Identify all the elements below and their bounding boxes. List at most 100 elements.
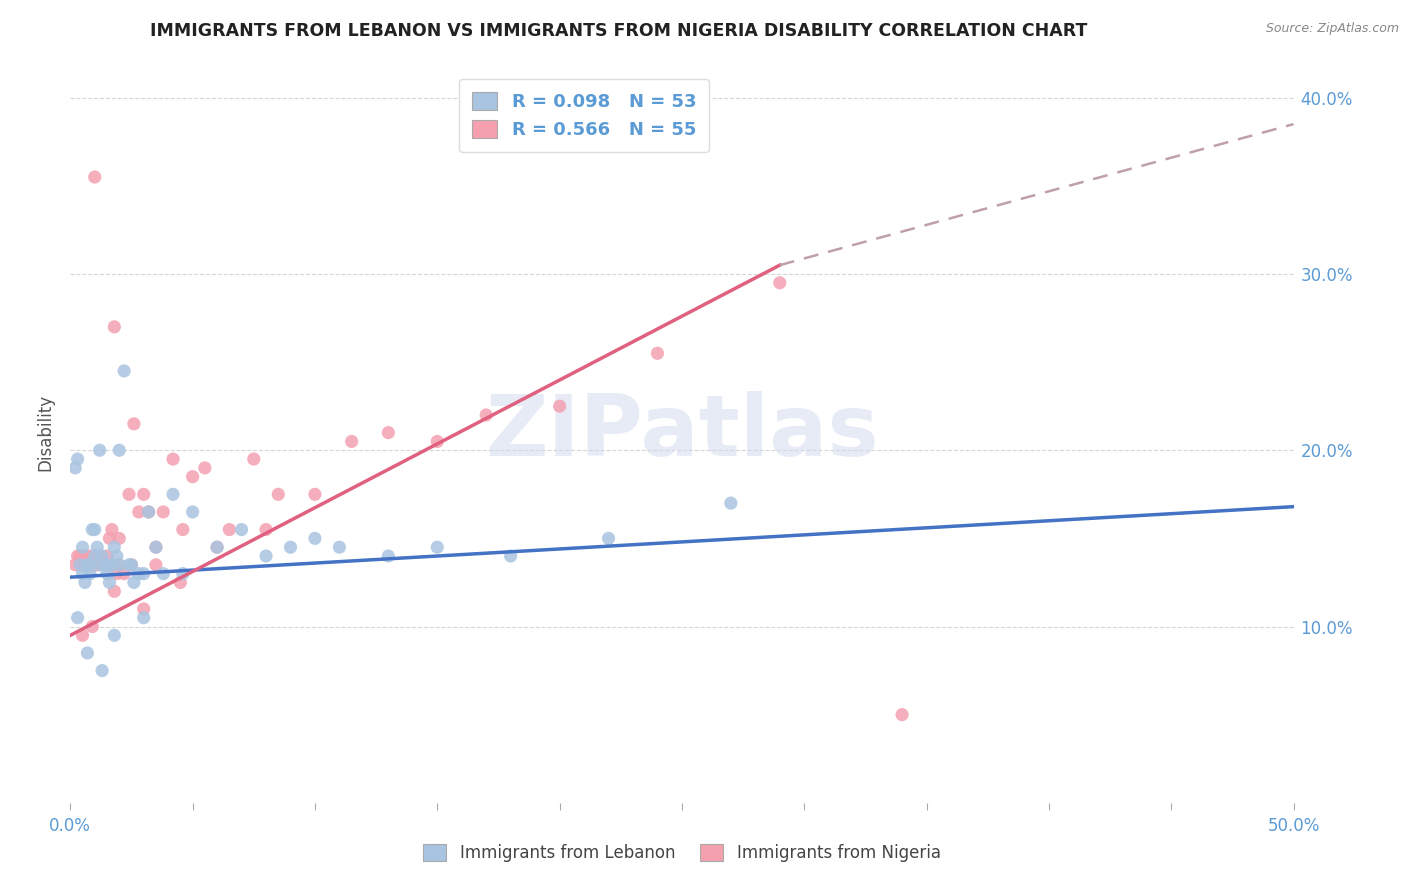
- Point: [105, 566, 128, 581]
- Point: [340, 434, 363, 449]
- Point: [101, 558, 124, 572]
- Point: [66, 549, 89, 563]
- Point: [82, 558, 104, 572]
- Point: [83, 549, 105, 563]
- Point: [304, 487, 326, 501]
- Point: [548, 399, 571, 413]
- Point: [82, 523, 104, 537]
- Y-axis label: Disability: Disability: [37, 394, 55, 471]
- Point: [103, 628, 125, 642]
- Point: [118, 558, 141, 572]
- Point: [145, 540, 167, 554]
- Point: [89, 558, 111, 572]
- Point: [69, 558, 91, 572]
- Point: [132, 610, 155, 624]
- Point: [73, 575, 96, 590]
- Point: [98, 575, 121, 590]
- Text: ZIPatlas: ZIPatlas: [485, 391, 879, 475]
- Point: [63, 461, 86, 475]
- Point: [96, 558, 118, 572]
- Point: [66, 610, 89, 624]
- Point: [181, 505, 204, 519]
- Point: [69, 549, 91, 563]
- Point: [172, 523, 194, 537]
- Point: [647, 346, 669, 360]
- Point: [304, 532, 326, 546]
- Point: [231, 523, 253, 537]
- Point: [72, 558, 94, 572]
- Point: [162, 487, 184, 501]
- Point: [93, 558, 115, 572]
- Point: [82, 619, 104, 633]
- Point: [72, 540, 94, 554]
- Point: [499, 549, 522, 563]
- Point: [145, 540, 167, 554]
- Point: [328, 540, 350, 554]
- Point: [118, 487, 141, 501]
- Point: [138, 505, 160, 519]
- Point: [103, 584, 125, 599]
- Point: [132, 602, 155, 616]
- Point: [172, 566, 194, 581]
- Point: [105, 549, 128, 563]
- Point: [128, 505, 150, 519]
- Point: [138, 505, 160, 519]
- Point: [112, 566, 135, 581]
- Legend: Immigrants from Lebanon, Immigrants from Nigeria: Immigrants from Lebanon, Immigrants from…: [416, 837, 948, 869]
- Point: [122, 575, 145, 590]
- Point: [475, 408, 498, 422]
- Point: [96, 558, 118, 572]
- Point: [145, 558, 167, 572]
- Point: [112, 364, 135, 378]
- Point: [108, 558, 131, 572]
- Point: [89, 443, 111, 458]
- Point: [72, 566, 94, 581]
- Point: [73, 549, 96, 563]
- Point: [103, 319, 125, 334]
- Point: [254, 523, 277, 537]
- Point: [89, 549, 111, 563]
- Point: [891, 707, 914, 722]
- Point: [194, 461, 217, 475]
- Point: [205, 540, 228, 554]
- Point: [96, 549, 118, 563]
- Point: [103, 540, 125, 554]
- Point: [79, 566, 101, 581]
- Point: [181, 469, 204, 483]
- Point: [108, 558, 131, 572]
- Point: [152, 505, 174, 519]
- Point: [96, 566, 118, 581]
- Point: [76, 646, 98, 660]
- Point: [91, 549, 114, 563]
- Point: [218, 523, 240, 537]
- Point: [91, 558, 114, 572]
- Point: [769, 276, 792, 290]
- Point: [162, 452, 184, 467]
- Point: [426, 434, 449, 449]
- Point: [280, 540, 302, 554]
- Point: [122, 417, 145, 431]
- Point: [243, 452, 266, 467]
- Point: [205, 540, 228, 554]
- Point: [76, 558, 98, 572]
- Point: [426, 540, 449, 554]
- Point: [66, 452, 89, 467]
- Point: [83, 523, 105, 537]
- Point: [377, 425, 399, 440]
- Text: IMMIGRANTS FROM LEBANON VS IMMIGRANTS FROM NIGERIA DISABILITY CORRELATION CHART: IMMIGRANTS FROM LEBANON VS IMMIGRANTS FR…: [150, 22, 1087, 40]
- Point: [108, 532, 131, 546]
- Point: [76, 558, 98, 572]
- Point: [79, 549, 101, 563]
- Point: [128, 566, 150, 581]
- Point: [83, 549, 105, 563]
- Point: [98, 532, 121, 546]
- Point: [93, 558, 115, 572]
- Point: [108, 443, 131, 458]
- Point: [101, 523, 124, 537]
- Point: [169, 575, 191, 590]
- Point: [63, 558, 86, 572]
- Point: [79, 558, 101, 572]
- Point: [598, 532, 620, 546]
- Point: [86, 558, 108, 572]
- Point: [91, 664, 114, 678]
